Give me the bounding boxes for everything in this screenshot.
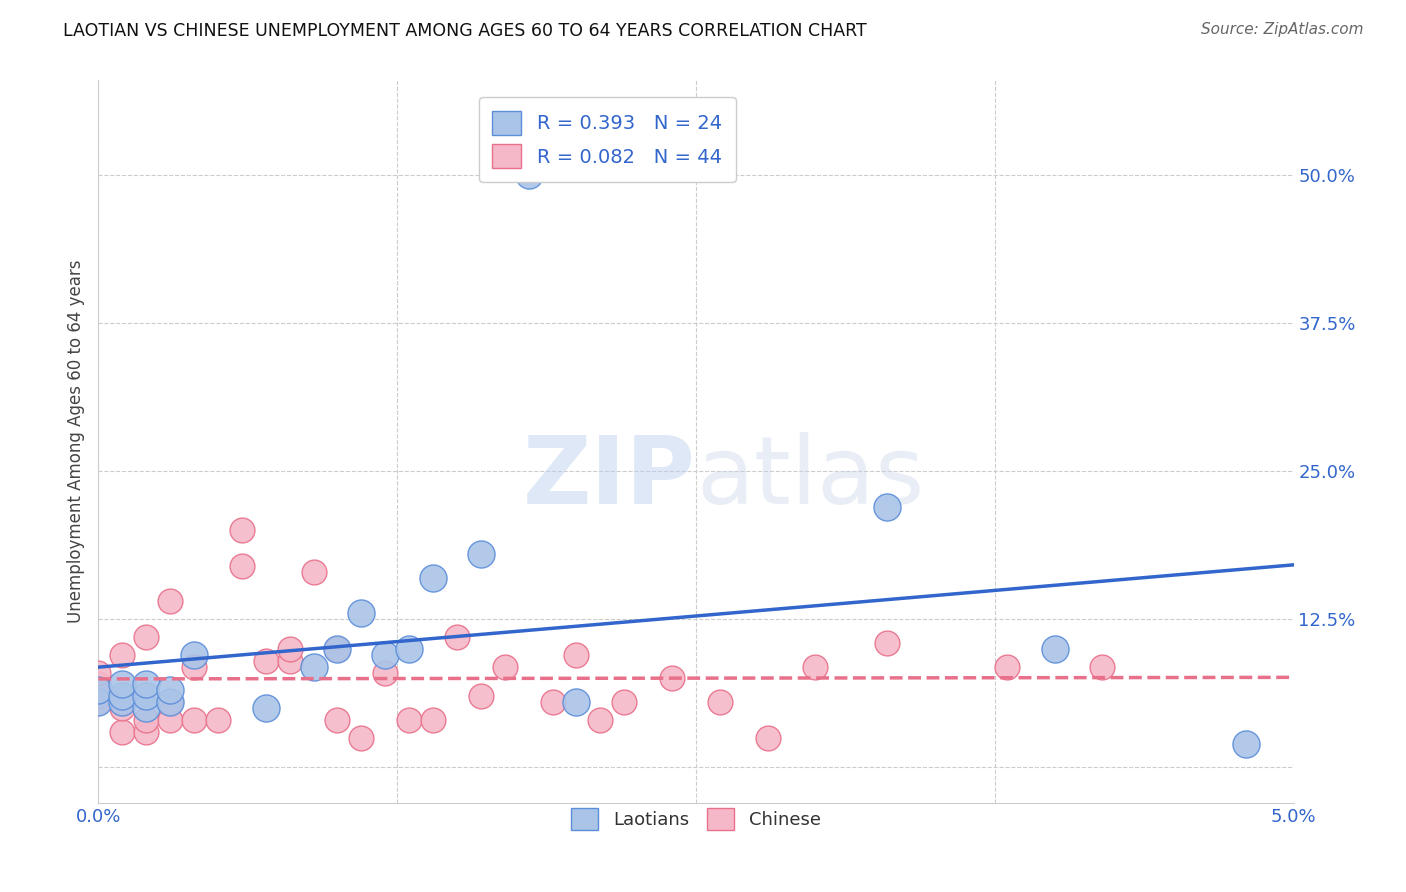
Text: LAOTIAN VS CHINESE UNEMPLOYMENT AMONG AGES 60 TO 64 YEARS CORRELATION CHART: LAOTIAN VS CHINESE UNEMPLOYMENT AMONG AG…: [63, 22, 868, 40]
Point: [661, 672, 683, 686]
Point: [350, 607, 373, 621]
Point: [111, 648, 134, 662]
Point: [159, 695, 181, 709]
Point: [494, 659, 516, 673]
Legend: Laotians, Chinese: Laotians, Chinese: [564, 801, 828, 837]
Point: [231, 524, 253, 538]
Point: [326, 641, 349, 656]
Point: [87, 683, 110, 698]
Point: [302, 659, 325, 673]
Point: [876, 500, 898, 514]
Point: [87, 677, 110, 691]
Point: [207, 713, 229, 727]
Text: atlas: atlas: [696, 432, 924, 524]
Point: [111, 695, 134, 709]
Point: [135, 689, 157, 703]
Point: [398, 641, 420, 656]
Point: [135, 630, 157, 644]
Point: [446, 630, 468, 644]
Point: [470, 689, 492, 703]
Point: [254, 654, 277, 668]
Point: [111, 689, 134, 703]
Point: [422, 713, 444, 727]
Point: [350, 731, 373, 745]
Point: [1091, 659, 1114, 673]
Point: [111, 724, 134, 739]
Point: [541, 695, 564, 709]
Point: [589, 713, 612, 727]
Point: [709, 695, 731, 709]
Point: [111, 701, 134, 715]
Point: [159, 594, 181, 608]
Point: [565, 648, 588, 662]
Point: [111, 677, 134, 691]
Y-axis label: Unemployment Among Ages 60 to 64 years: Unemployment Among Ages 60 to 64 years: [66, 260, 84, 624]
Point: [183, 659, 205, 673]
Point: [326, 641, 349, 656]
Point: [254, 701, 277, 715]
Point: [159, 683, 181, 698]
Point: [278, 641, 301, 656]
Text: ZIP: ZIP: [523, 432, 696, 524]
Point: [1043, 641, 1066, 656]
Point: [374, 648, 396, 662]
Point: [87, 665, 110, 680]
Point: [470, 547, 492, 561]
Point: [756, 731, 779, 745]
Point: [183, 713, 205, 727]
Point: [231, 558, 253, 573]
Point: [995, 659, 1018, 673]
Point: [159, 713, 181, 727]
Point: [87, 695, 110, 709]
Point: [87, 689, 110, 703]
Point: [804, 659, 827, 673]
Point: [87, 695, 110, 709]
Point: [422, 571, 444, 585]
Point: [613, 695, 636, 709]
Point: [183, 648, 205, 662]
Point: [517, 168, 540, 182]
Point: [565, 695, 588, 709]
Point: [135, 701, 157, 715]
Point: [135, 713, 157, 727]
Point: [159, 695, 181, 709]
Text: Source: ZipAtlas.com: Source: ZipAtlas.com: [1201, 22, 1364, 37]
Point: [135, 724, 157, 739]
Point: [326, 713, 349, 727]
Point: [398, 713, 420, 727]
Point: [302, 565, 325, 579]
Point: [1234, 737, 1257, 751]
Point: [374, 665, 396, 680]
Point: [111, 695, 134, 709]
Point: [876, 636, 898, 650]
Point: [135, 677, 157, 691]
Point: [278, 654, 301, 668]
Point: [87, 683, 110, 698]
